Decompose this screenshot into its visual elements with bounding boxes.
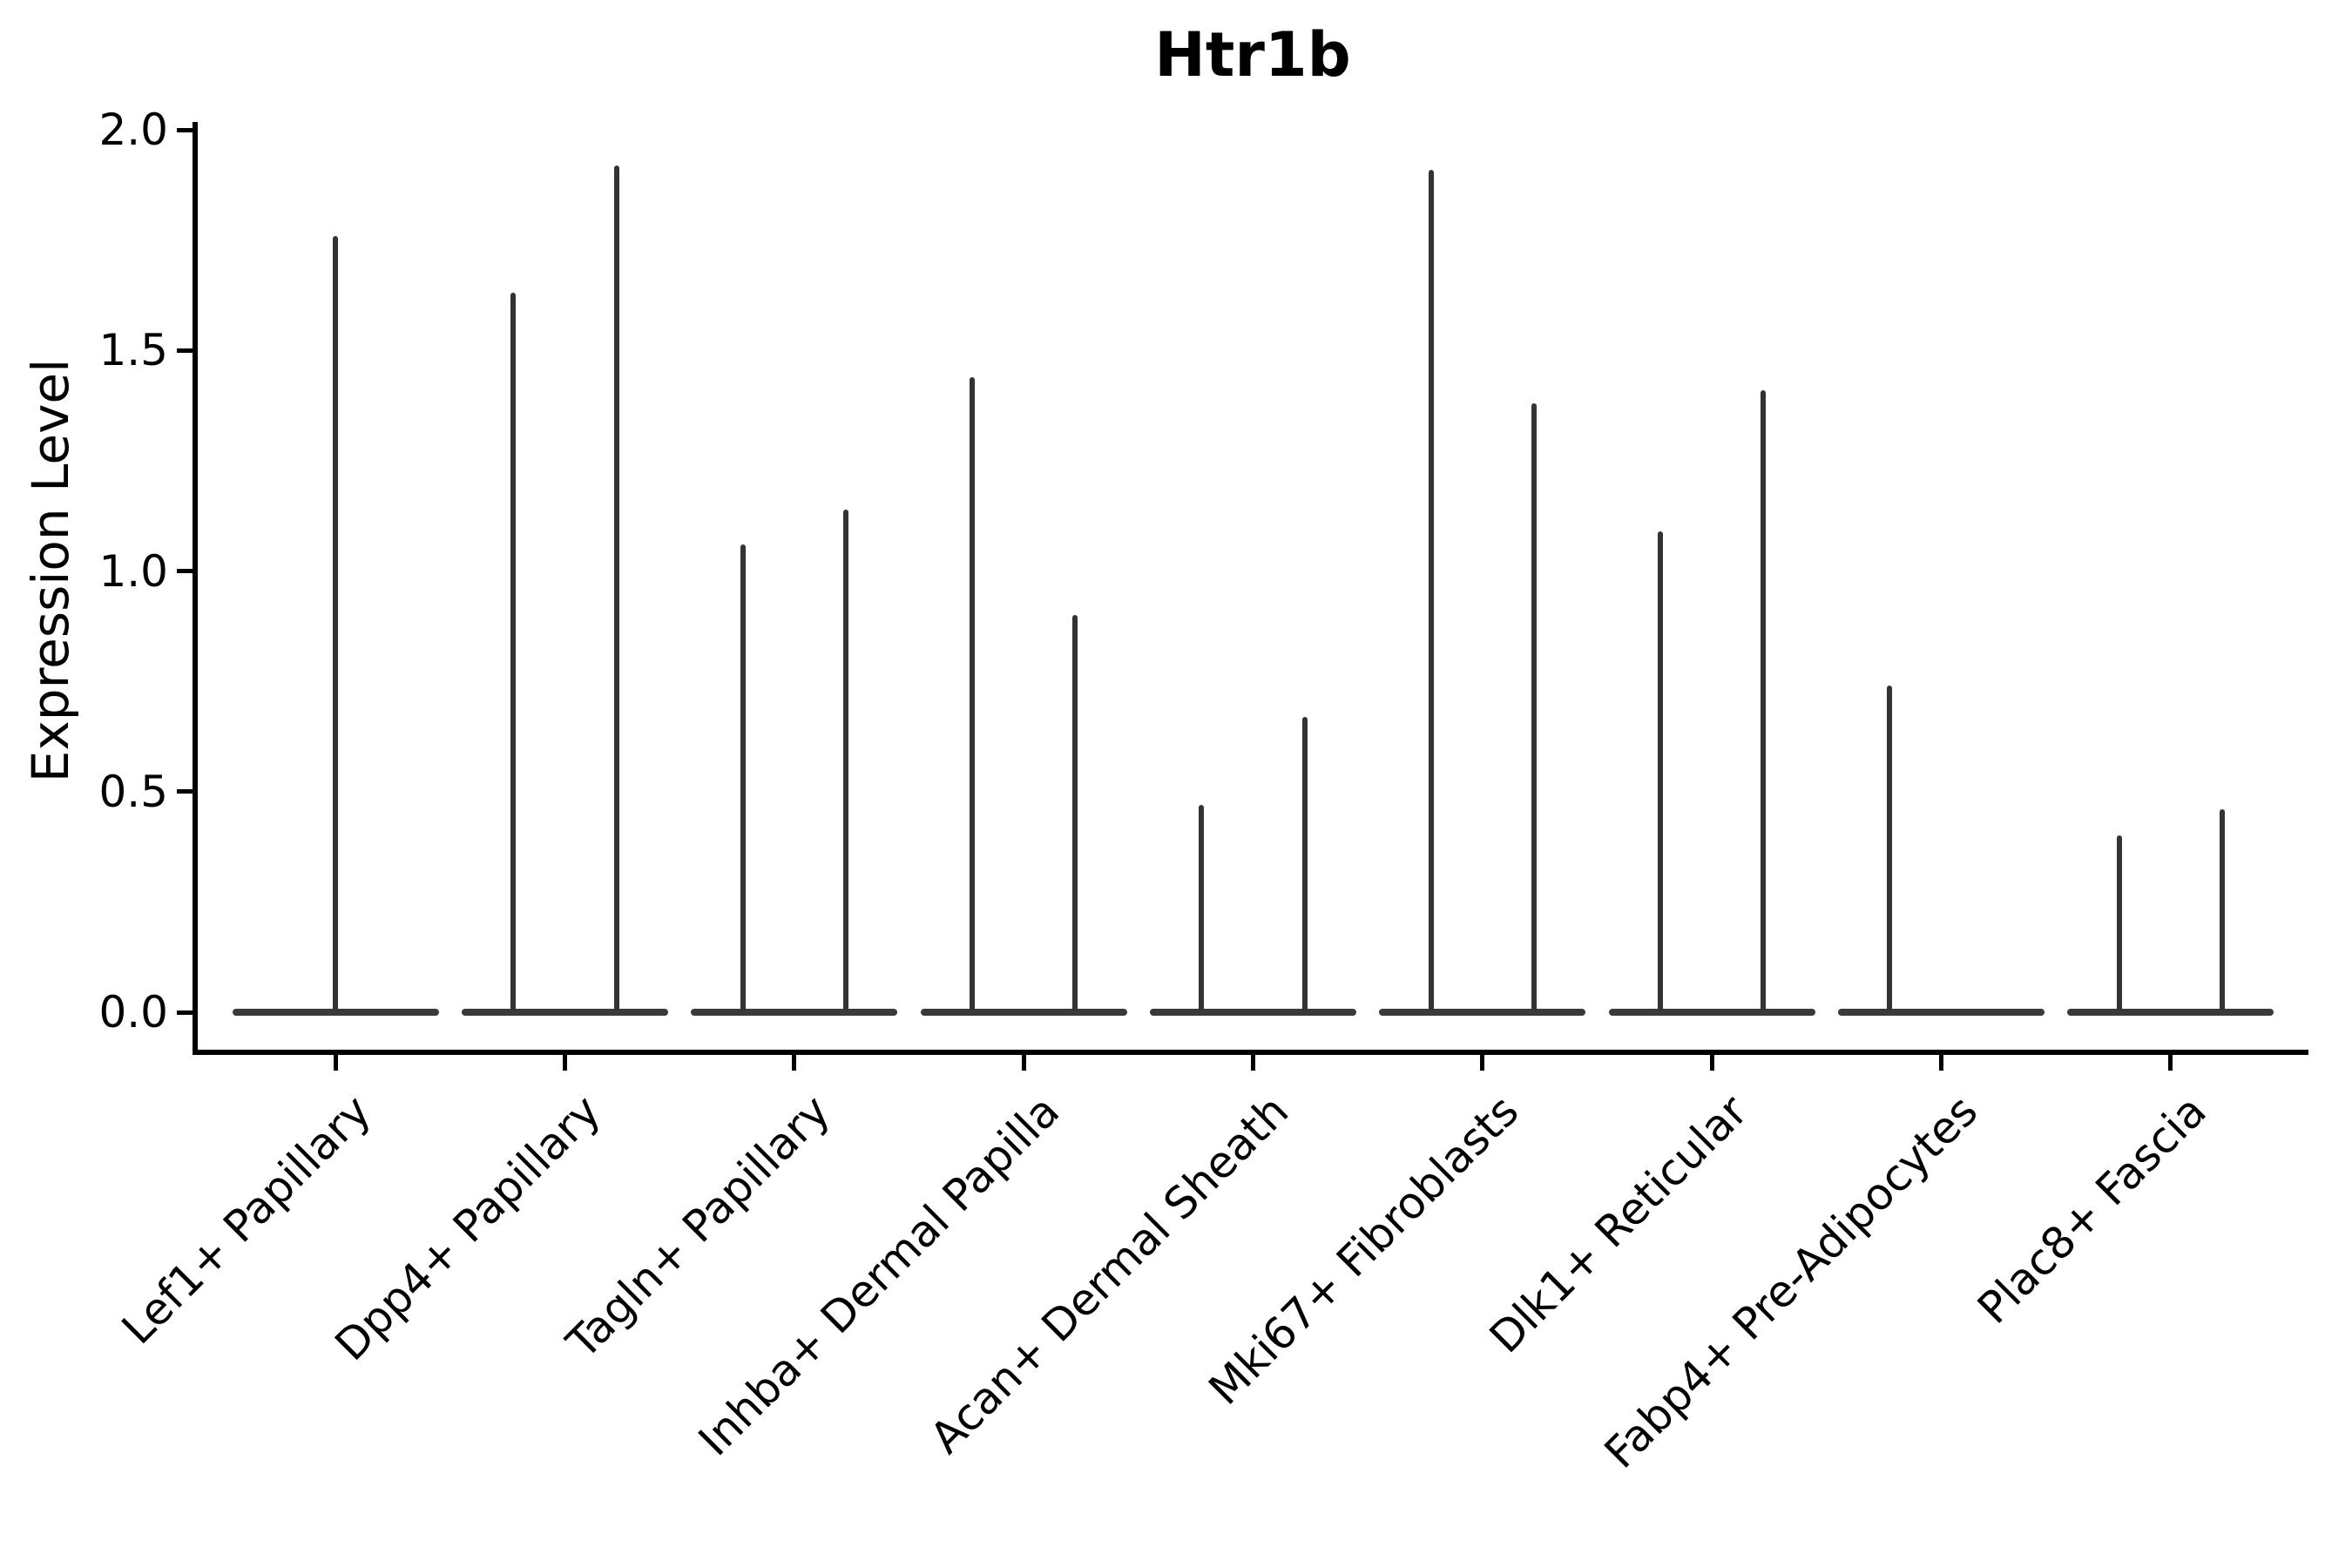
violin-spike	[843, 509, 849, 1010]
x-tick-mark	[1251, 1055, 1255, 1071]
y-tick-mark	[177, 127, 193, 132]
x-tick-mark	[2168, 1055, 2173, 1071]
violin-spike	[2220, 809, 2226, 1010]
x-tick-mark	[1480, 1055, 1485, 1071]
y-tick-mark	[177, 348, 193, 353]
x-tick-label: Dlk1+ Reticular	[1480, 1085, 1758, 1363]
x-tick-label: Plac8+ Fascia	[1968, 1085, 2217, 1334]
x-tick-mark	[333, 1055, 338, 1071]
x-tick-mark	[1939, 1055, 1944, 1071]
x-tick-mark	[792, 1055, 797, 1071]
y-tick-label: 1.0	[98, 545, 168, 597]
violin-spike	[1657, 531, 1663, 1010]
violin-baseline	[2067, 1009, 2274, 1016]
y-tick-label: 1.5	[98, 325, 168, 376]
x-tick-label: Lef1+ Papillary	[112, 1085, 382, 1355]
violin-spike	[333, 235, 339, 1010]
violin-baseline	[691, 1009, 898, 1016]
violin-spike	[510, 293, 517, 1010]
x-tick-mark	[1709, 1055, 1714, 1071]
x-axis-spine	[193, 1050, 2308, 1055]
y-tick-mark	[177, 789, 193, 794]
y-tick-label: 0.0	[98, 987, 168, 1037]
violin-spike	[2116, 835, 2122, 1010]
y-tick-label: 2.0	[98, 105, 168, 155]
violin-spike	[1199, 804, 1205, 1010]
violin-spike	[1531, 403, 1538, 1010]
violin-spike	[1428, 169, 1434, 1010]
x-tick-mark	[562, 1055, 567, 1071]
violin-spike	[613, 165, 619, 1010]
violin-spike	[1761, 389, 1767, 1010]
violin-baseline	[1608, 1009, 1815, 1016]
y-tick-mark	[177, 1010, 193, 1015]
y-axis-spine	[193, 122, 198, 1055]
violin-spike	[740, 544, 746, 1010]
violin-baseline	[920, 1009, 1127, 1016]
y-tick-mark	[177, 569, 193, 573]
y-tick-label: 0.5	[98, 766, 168, 817]
violin-baseline	[461, 1009, 668, 1016]
x-tick-label: Fabp4+ Pre-Adipocytes	[1594, 1085, 1987, 1478]
violin-baseline	[1149, 1009, 1356, 1016]
violin-spike	[969, 376, 975, 1010]
x-tick-mark	[1021, 1055, 1026, 1071]
violin-spike	[1072, 615, 1078, 1010]
violin-baseline	[232, 1009, 439, 1016]
violin-spike	[1887, 686, 1893, 1010]
violin-baseline	[1379, 1009, 1586, 1016]
plot-title: Htr1b	[1154, 19, 1351, 91]
violin-baseline	[1838, 1009, 2045, 1016]
violin-spike	[1301, 716, 1308, 1010]
